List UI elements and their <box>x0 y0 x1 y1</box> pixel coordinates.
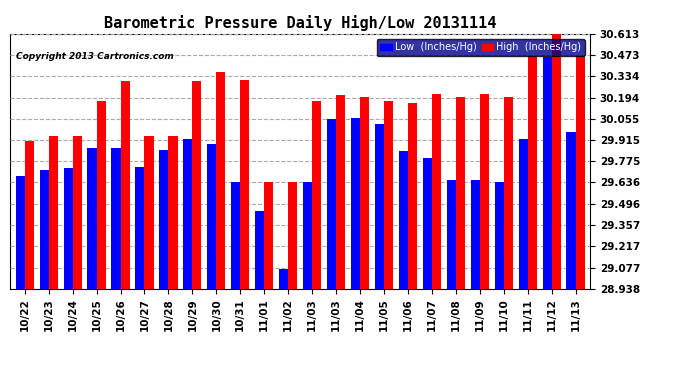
Bar <box>184 139 193 289</box>
Bar <box>446 180 456 289</box>
Bar <box>542 57 551 289</box>
Bar <box>144 136 154 289</box>
Bar <box>360 97 369 289</box>
Legend: Low  (Inches/Hg), High  (Inches/Hg): Low (Inches/Hg), High (Inches/Hg) <box>377 39 585 56</box>
Bar <box>312 101 322 289</box>
Bar <box>39 170 49 289</box>
Bar <box>504 97 513 289</box>
Bar <box>16 176 25 289</box>
Bar <box>168 136 177 289</box>
Bar <box>63 168 72 289</box>
Bar <box>72 136 81 289</box>
Bar <box>423 158 432 289</box>
Bar <box>480 94 489 289</box>
Bar <box>88 148 97 289</box>
Bar <box>264 182 273 289</box>
Bar <box>528 56 537 289</box>
Bar <box>25 141 34 289</box>
Title: Barometric Pressure Daily High/Low 20131114: Barometric Pressure Daily High/Low 20131… <box>104 15 496 31</box>
Text: Copyright 2013 Cartronics.com: Copyright 2013 Cartronics.com <box>16 52 174 61</box>
Bar <box>279 268 288 289</box>
Bar <box>408 103 417 289</box>
Bar <box>551 33 561 289</box>
Bar <box>135 166 144 289</box>
Bar <box>566 132 575 289</box>
Bar <box>351 118 360 289</box>
Bar <box>240 80 249 289</box>
Bar <box>111 148 121 289</box>
Bar <box>288 182 297 289</box>
Bar <box>327 120 336 289</box>
Bar <box>519 139 528 289</box>
Bar <box>384 101 393 289</box>
Bar <box>471 180 480 289</box>
Bar <box>193 81 201 289</box>
Bar <box>303 182 312 289</box>
Bar <box>255 211 264 289</box>
Bar <box>432 94 441 289</box>
Bar <box>121 81 130 289</box>
Bar <box>375 124 384 289</box>
Bar <box>336 95 345 289</box>
Bar <box>456 97 465 289</box>
Bar <box>217 72 226 289</box>
Bar <box>97 101 106 289</box>
Bar <box>495 182 504 289</box>
Bar <box>49 136 58 289</box>
Bar <box>399 152 408 289</box>
Bar <box>159 150 168 289</box>
Bar <box>207 144 217 289</box>
Bar <box>231 182 240 289</box>
Bar <box>575 56 584 289</box>
